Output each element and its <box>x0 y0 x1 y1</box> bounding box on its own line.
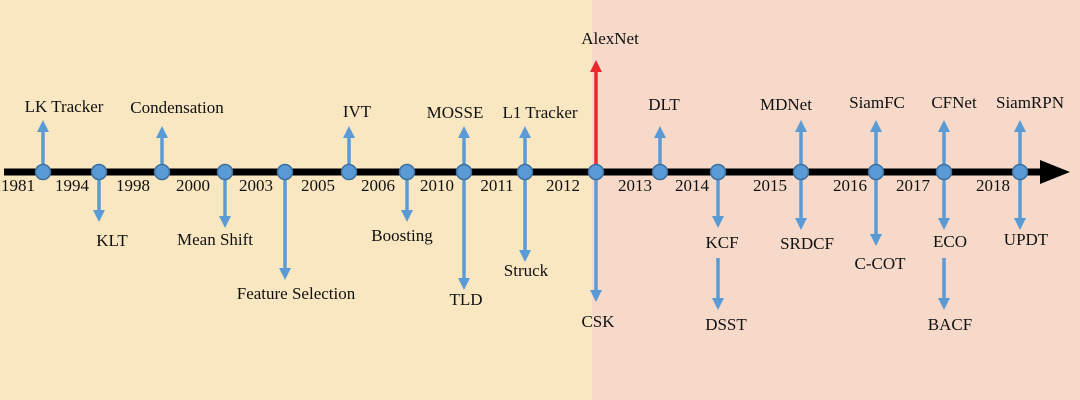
arrow-head <box>938 120 950 132</box>
year-label: 2010 <box>420 176 454 195</box>
arrow-head <box>712 216 724 228</box>
year-label: 2006 <box>361 176 395 195</box>
method-label: MOSSE <box>427 103 484 122</box>
method-label: L1 Tracker <box>502 103 577 122</box>
method-label: ECO <box>933 232 967 251</box>
year-label: 1981 <box>1 176 35 195</box>
year-label: 2015 <box>753 176 787 195</box>
arrow-head <box>795 218 807 230</box>
timeline-node <box>90 163 108 181</box>
background-left <box>0 0 592 400</box>
arrow-head <box>1014 120 1026 132</box>
timeline-node <box>516 163 534 181</box>
timeline-node <box>398 163 416 181</box>
arrow-head <box>458 278 470 290</box>
method-label: CSK <box>581 312 615 331</box>
method-label: BACF <box>928 315 972 334</box>
method-label: TLD <box>449 290 482 309</box>
arrow-head <box>1014 218 1026 230</box>
year-label: 2005 <box>301 176 335 195</box>
arrow-head <box>519 250 531 262</box>
timeline-node <box>1011 163 1029 181</box>
timeline-node <box>587 163 605 181</box>
method-label: KCF <box>705 233 738 252</box>
arrow-head <box>279 268 291 280</box>
year-label: 2011 <box>480 176 513 195</box>
year-label: 1998 <box>116 176 150 195</box>
timeline-node <box>34 163 52 181</box>
timeline-node <box>935 163 953 181</box>
year-label: 2014 <box>675 176 710 195</box>
timeline-node <box>455 163 473 181</box>
arrow-head <box>219 216 231 228</box>
timeline-node <box>153 163 171 181</box>
method-label: IVT <box>343 102 372 121</box>
year-label: 2000 <box>176 176 210 195</box>
method-label: SiamFC <box>849 93 905 112</box>
year-label: 1994 <box>55 176 90 195</box>
arrow-head <box>712 298 724 310</box>
method-label: UPDT <box>1004 230 1049 249</box>
arrow-head <box>590 290 602 302</box>
arrow-head <box>938 298 950 310</box>
timeline-node <box>651 163 669 181</box>
method-label: DLT <box>648 95 680 114</box>
year-label: 2003 <box>239 176 273 195</box>
year-label: 2016 <box>833 176 867 195</box>
method-label: Condensation <box>130 98 224 117</box>
arrow-head <box>870 234 882 246</box>
timeline-node <box>340 163 358 181</box>
arrow-head <box>590 60 602 72</box>
arrow-head <box>401 210 413 222</box>
method-label: MDNet <box>760 95 812 114</box>
timeline-node <box>792 163 810 181</box>
arrow-head <box>458 126 470 138</box>
method-label: Boosting <box>371 226 433 245</box>
year-label: 2017 <box>896 176 931 195</box>
axis-arrowhead <box>1040 160 1070 184</box>
method-label: SRDCF <box>780 234 834 253</box>
method-label: Feature Selection <box>237 284 356 303</box>
method-label: DSST <box>705 315 747 334</box>
year-label: 2012 <box>546 176 580 195</box>
method-label: KLT <box>96 231 128 250</box>
arrow-head <box>795 120 807 132</box>
arrow-head <box>870 120 882 132</box>
method-label: LK Tracker <box>25 97 104 116</box>
method-label: Struck <box>504 261 549 280</box>
arrow-head <box>343 126 355 138</box>
method-label: C-COT <box>855 254 907 273</box>
timeline-node <box>709 163 727 181</box>
timeline-node <box>216 163 234 181</box>
method-label: CFNet <box>931 93 977 112</box>
arrow-head <box>156 126 168 138</box>
year-label: 2018 <box>976 176 1010 195</box>
method-label: SiamRPN <box>996 93 1064 112</box>
arrow-head <box>654 126 666 138</box>
timeline-node <box>867 163 885 181</box>
arrow-head <box>93 210 105 222</box>
arrow-head <box>938 218 950 230</box>
arrow-head <box>519 126 531 138</box>
background-right <box>592 0 1080 400</box>
arrow-head <box>37 120 49 132</box>
timeline-node <box>276 163 294 181</box>
method-label: Mean Shift <box>177 230 253 249</box>
method-label: AlexNet <box>581 29 639 48</box>
year-label: 2013 <box>618 176 652 195</box>
